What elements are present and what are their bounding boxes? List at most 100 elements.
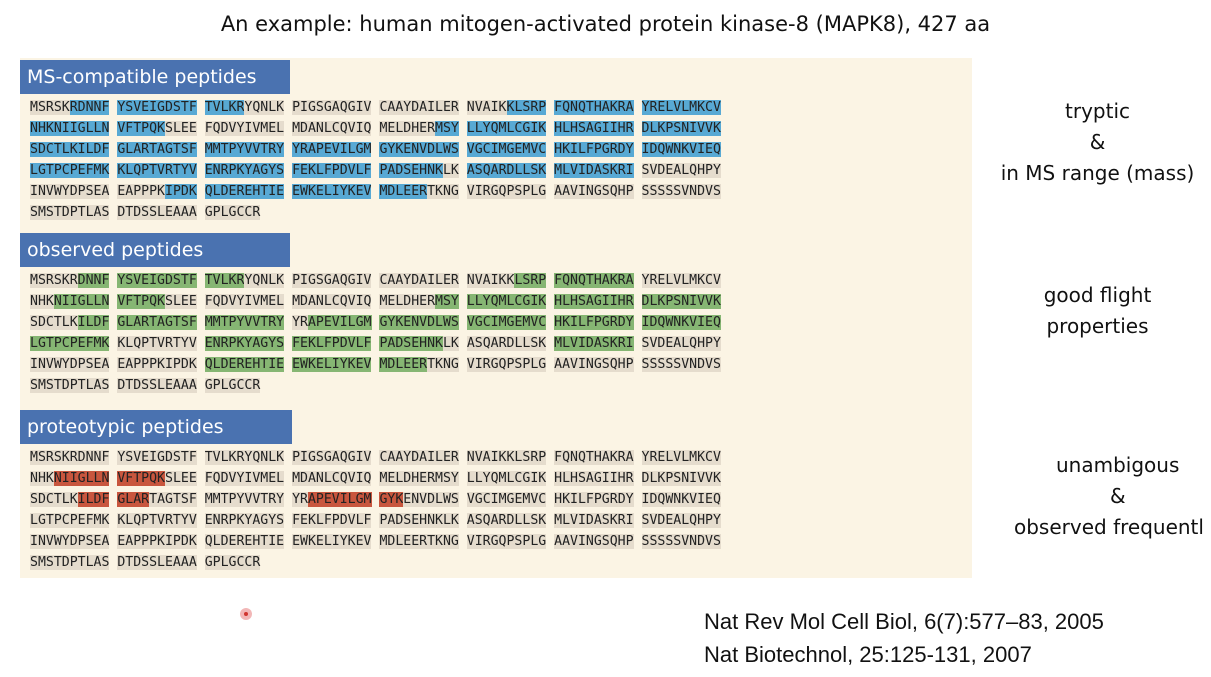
sequence-segment: IDQWNKVIEQ [641, 492, 721, 507]
sequence-segment [634, 294, 642, 309]
highlighted-peptide: GLARTAGTSF [117, 315, 197, 330]
highlighted-peptide: APEVILGM [307, 315, 372, 330]
highlighted-peptide: FQNQTHAKRA [554, 100, 634, 115]
sequence-segment: MDANLCQVIQ [292, 294, 372, 309]
highlighted-peptide: GYK [379, 492, 404, 507]
sequence-segment [546, 294, 554, 309]
sequence-segment: FQDVYIVMEL [204, 471, 285, 486]
sequence-segment: DTDSSLEAAA [117, 205, 197, 220]
sequence-line: NHKNIIGLLN VFTPQKSLEE FQDVYIVMEL MDANLCQ… [30, 118, 721, 139]
sequence-segment: NHK [30, 294, 54, 309]
sequence-segment [546, 471, 554, 486]
sequence-segment: LK [442, 336, 459, 351]
highlighted-peptide: YRELVLMKCV [641, 100, 721, 115]
sequence-segment: LK [442, 163, 459, 178]
sequence-segment: ASQARDLLSK [466, 513, 547, 528]
sequence-segment [284, 450, 292, 465]
sequence-segment [546, 534, 554, 549]
sequence-segment: NVAIK [466, 100, 507, 115]
sequence-segment [634, 100, 642, 115]
sequence-segment [197, 294, 205, 309]
sequence-segment: MELDHER [379, 294, 436, 309]
sequence-segment [197, 121, 205, 136]
cursor-pointer-icon [240, 608, 252, 620]
highlighted-peptide: PADSEHNK [379, 163, 443, 178]
highlighted-peptide: ILDF [77, 492, 110, 507]
highlighted-peptide: VFTPQK [117, 121, 165, 136]
sequence-segment [546, 357, 554, 372]
highlighted-peptide: LLYQMLCGIK [466, 121, 547, 136]
sequence-segment: MMTPYVVTRY [204, 492, 285, 507]
sequence-segment: YRELVLMKCV [641, 273, 721, 288]
highlighted-peptide: MLVIDASKRI [554, 336, 634, 351]
sequence-segment [459, 121, 467, 136]
sequence-segment: SLEE [165, 294, 197, 309]
sequence-segment [459, 513, 467, 528]
sequence-segment [546, 184, 554, 199]
sequence-segment [284, 357, 292, 372]
sequence-segment: HLHSAGIIHR [554, 471, 634, 486]
sequence-segment: SLEE [165, 471, 197, 486]
sequence-segment: SLEE [165, 121, 197, 136]
sequence-segment: NHK [30, 471, 54, 486]
sequence-segment: EAPPPK [117, 184, 165, 199]
sequence-segment: YSVEIGDSTF [117, 450, 197, 465]
sequence-segment [634, 273, 642, 288]
sequence-segment: SDCTLK [30, 315, 78, 330]
proteotypic-sequence: MSRSKRDNNF YSVEIGDSTF TVLKRYQNLK PIGSGAQ… [30, 447, 721, 573]
sequence-segment [634, 513, 642, 528]
sequence-segment [546, 142, 554, 157]
highlighted-peptide: ENRPKYAGYS [204, 163, 285, 178]
sequence-segment: ASQARDLLSK [466, 336, 547, 351]
sequence-segment [546, 450, 554, 465]
sequence-segment: YRELVLMKCV [641, 450, 721, 465]
sequence-segment [459, 184, 467, 199]
sequence-line: INVWYDPSEA EAPPPKIPDK QLDEREHTIE EWKELIY… [30, 181, 721, 202]
sequence-segment [634, 163, 642, 178]
sequence-segment: MSRSKRDNNF [30, 450, 110, 465]
highlighted-peptide: LGTPCPEFMK [30, 163, 110, 178]
highlighted-peptide: MMTPYVVTRY [204, 315, 285, 330]
sequence-segment [197, 315, 205, 330]
sequence-segment [197, 378, 205, 393]
highlighted-peptide: NIIGLLN [53, 471, 110, 486]
sequence-segment: SMSTDPTLAS [30, 205, 110, 220]
sequence-segment: TAGTSF [149, 492, 197, 507]
highlighted-peptide: FEKLFPDVLF [292, 336, 372, 351]
sequence-segment: ENRPKYAGYS [204, 513, 285, 528]
sequence-segment: AAVINGSQHP [554, 357, 634, 372]
highlighted-peptide: HKILFPGRDY [554, 315, 634, 330]
sequence-line: SMSTDPTLAS DTDSSLEAAA GPLGCCR [30, 375, 721, 396]
sequence-segment: MELDHER [379, 121, 436, 136]
highlighted-peptide: GLARTAGTSF [117, 142, 197, 157]
sequence-segment [284, 471, 292, 486]
highlighted-peptide: GLAR [117, 492, 150, 507]
highlighted-peptide: DNNF [77, 273, 110, 288]
highlighted-peptide: IDQWNKVIEQ [641, 315, 721, 330]
sequence-segment [459, 163, 467, 178]
sequence-line: INVWYDPSEA EAPPPKIPDK QLDEREHTIE EWKELIY… [30, 354, 721, 375]
sequence-segment [284, 336, 292, 351]
highlighted-peptide: TVLKR [204, 100, 245, 115]
highlighted-peptide: LLYQMLCGIK [466, 294, 547, 309]
sequence-segment [284, 492, 292, 507]
sequence-segment: SDCTLK [30, 492, 78, 507]
sequence-segment: TVLKRYQNLK [204, 450, 285, 465]
sequence-segment [634, 336, 642, 351]
sequence-line: MSRSKRDNNF YSVEIGDSTF TVLKRYQNLK PIGSGAQ… [30, 97, 721, 118]
sequence-line: MSRSKRDNNF YSVEIGDSTF TVLKRYQNLK PIGSGAQ… [30, 447, 721, 468]
highlighted-peptide: VFTPQK [117, 471, 165, 486]
sequence-segment: YR [292, 492, 308, 507]
highlighted-peptide: NHKNIIGLLN [30, 121, 110, 136]
sequence-segment: VIRGQPSPLG [466, 534, 547, 549]
highlighted-peptide: KLQPTVRTYV [117, 163, 197, 178]
highlighted-peptide: ENRPKYAGYS [204, 336, 285, 351]
sequence-segment: SVDEALQHPY [641, 336, 721, 351]
highlighted-peptide: HLHSAGIIHR [554, 294, 634, 309]
sequence-segment [197, 142, 205, 157]
highlighted-peptide: QLDEREHTIE [204, 357, 285, 372]
sequence-segment [284, 315, 292, 330]
sequence-segment [197, 450, 205, 465]
sequence-segment: SSSSSVNDVS [641, 534, 721, 549]
highlighted-peptide: LGTPCPEFMK [30, 336, 110, 351]
